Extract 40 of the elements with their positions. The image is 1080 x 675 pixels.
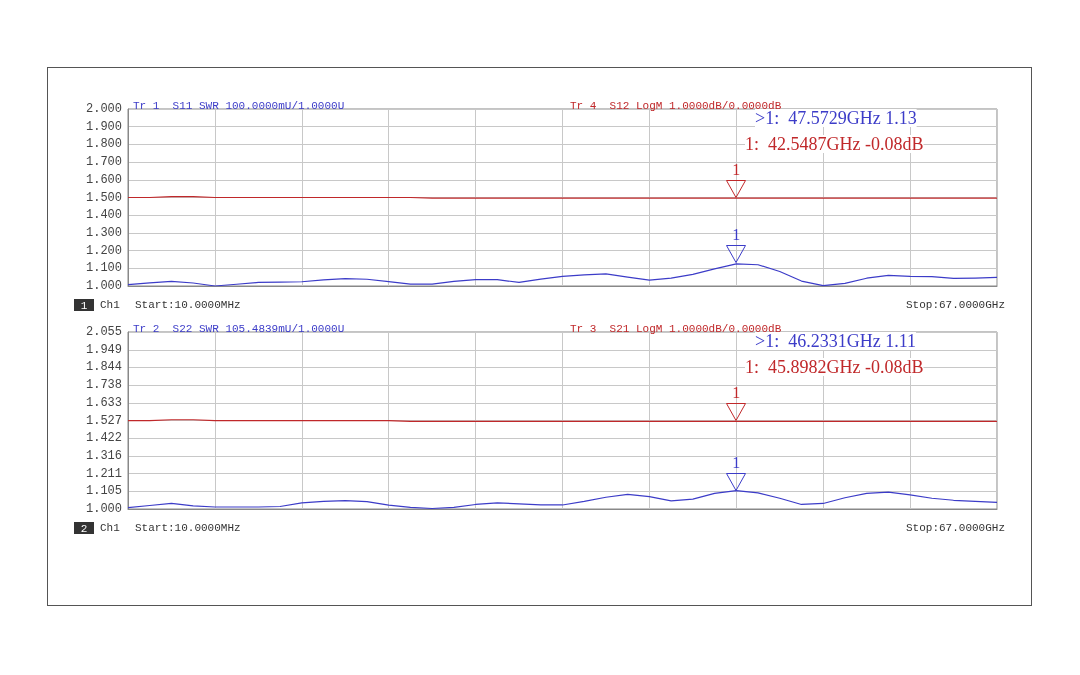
annotation: 1 — [731, 453, 742, 472]
y-tick-label: 1.300 — [85, 225, 122, 240]
text: Stop:67.0000GHz — [905, 521, 1006, 534]
y-tick-label: 1.949 — [85, 342, 122, 357]
text: Ch1 — [100, 298, 121, 311]
y-tick-label: 1.000 — [85, 279, 122, 293]
text: Start:10.0000MHz — [135, 298, 241, 311]
annotation: >1: 47.5729GHz 1.13 — [755, 108, 917, 128]
y-tick-label: 1.400 — [85, 208, 122, 223]
y-tick-label: 1.600 — [85, 172, 122, 187]
y-tick-label: 2.055 — [85, 325, 122, 339]
text: Stop:67.0000GHz — [905, 298, 1006, 311]
y-tick-label: 2.000 — [85, 102, 122, 116]
annotation: >1: 46.2331GHz 1.11 — [755, 331, 916, 351]
y-tick-label: 1.105 — [85, 484, 122, 499]
text: 2 — [80, 522, 88, 535]
y-tick-label: 1.700 — [85, 155, 122, 170]
text: 1 — [80, 299, 88, 312]
y-tick-label: 1.527 — [85, 413, 122, 428]
y-tick-label: 1.844 — [85, 360, 122, 375]
annotation: 1 — [731, 225, 742, 244]
annotation: 1 — [731, 384, 742, 403]
y-tick-label: 1.500 — [85, 190, 122, 205]
y-tick-label: 1.800 — [85, 137, 122, 152]
text: Start:10.0000MHz — [135, 521, 241, 534]
y-tick-label: 1.633 — [85, 395, 122, 410]
y-tick-label: 1.200 — [85, 243, 122, 258]
y-tick-label: 1.900 — [85, 119, 122, 134]
annotation: 1: 45.8982GHz -0.08dB — [745, 357, 924, 377]
y-tick-label: 1.738 — [85, 378, 122, 393]
text: Ch1 — [100, 521, 121, 534]
y-tick-label: 1.100 — [85, 261, 122, 276]
y-tick-label: 1.000 — [85, 502, 122, 516]
chart-title: Tr 1 S11 SWR 100.0000mU/1.0000U — [133, 99, 345, 112]
chart-title: Tr 2 S22 SWR 105.4839mU/1.0000U — [133, 322, 345, 335]
annotation: 1 — [731, 161, 742, 180]
y-tick-label: 1.316 — [85, 448, 122, 463]
y-tick-label: 1.211 — [85, 466, 122, 481]
annotation: 1: 42.5487GHz -0.08dB — [745, 134, 924, 154]
y-tick-label: 1.422 — [85, 431, 122, 446]
